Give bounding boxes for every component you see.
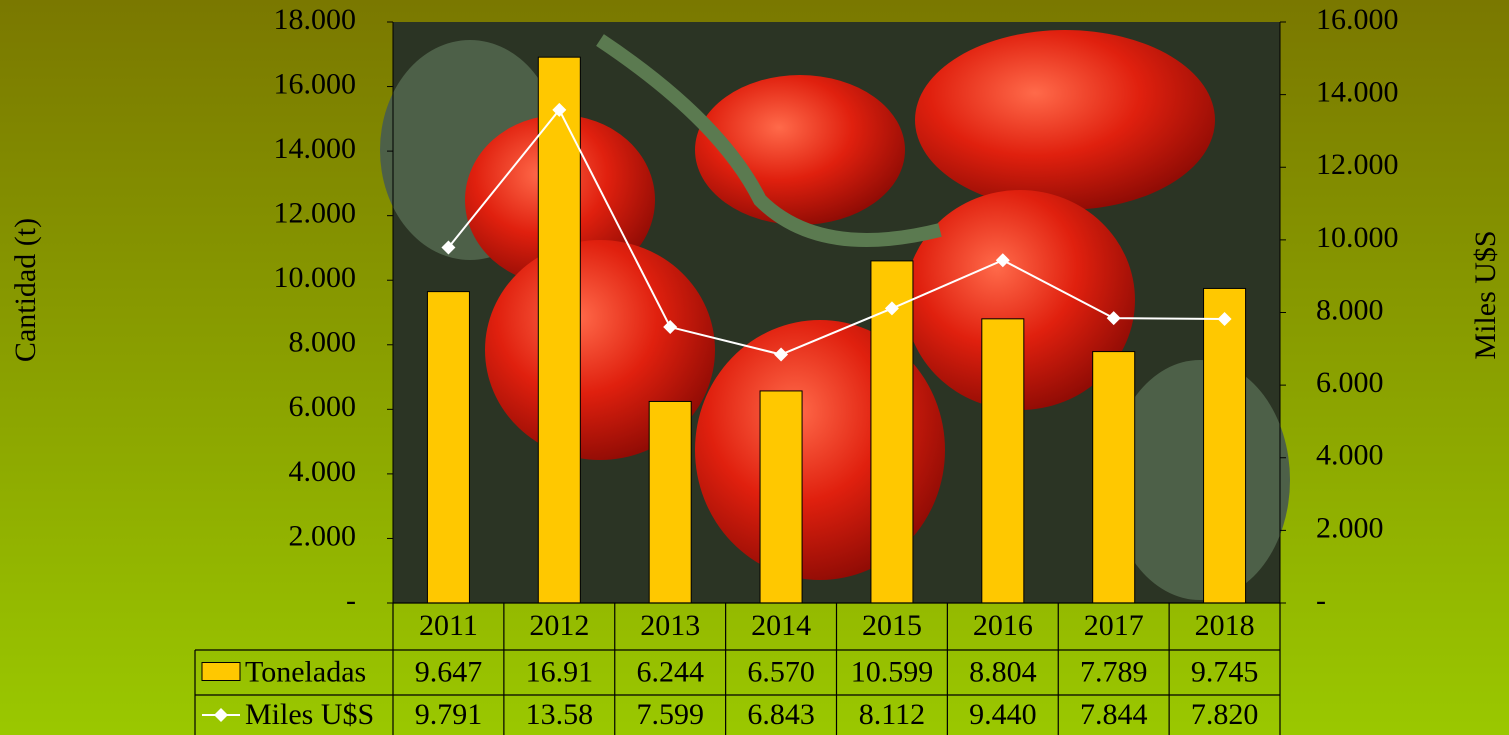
bar bbox=[426, 291, 470, 604]
bar bbox=[537, 56, 581, 604]
y2-tick-label: 16.000 bbox=[1316, 3, 1399, 36]
marker bbox=[552, 102, 567, 117]
table-value: 10.599 bbox=[851, 655, 934, 688]
legend-label: Miles U$S bbox=[245, 698, 374, 731]
table-value: 9.791 bbox=[415, 698, 483, 731]
bar bbox=[870, 260, 914, 604]
legend-key bbox=[201, 662, 241, 681]
y-tick-label: 12.000 bbox=[274, 197, 357, 230]
x-tick-label: 2018 bbox=[1195, 609, 1255, 642]
y-tick-label: 18.000 bbox=[274, 3, 357, 36]
y-tick-label: 8.000 bbox=[289, 326, 357, 359]
y-tick-label: 6.000 bbox=[289, 390, 357, 423]
bar bbox=[981, 318, 1025, 604]
x-tick-label: 2013 bbox=[640, 609, 700, 642]
y-tick-label: 4.000 bbox=[289, 455, 357, 488]
table-value: 7.820 bbox=[1191, 698, 1259, 731]
x-tick-label: 2015 bbox=[862, 609, 922, 642]
y-tick-label: 2.000 bbox=[289, 519, 357, 552]
table-value: 6.843 bbox=[747, 698, 815, 731]
x-tick-label: 2014 bbox=[751, 609, 811, 642]
photo bbox=[380, 22, 1290, 603]
marker bbox=[774, 347, 789, 362]
y-tick-label: 16.000 bbox=[274, 67, 357, 100]
table-value: 7.844 bbox=[1080, 698, 1148, 731]
marker bbox=[884, 301, 899, 316]
y-tick-label: 14.000 bbox=[274, 132, 357, 165]
x-tick-label: 2012 bbox=[529, 609, 589, 642]
marker bbox=[441, 240, 456, 255]
x-tick-label: 2011 bbox=[419, 609, 478, 642]
y-tick-label: 10.000 bbox=[274, 261, 357, 294]
y2-tick-label: - bbox=[1316, 584, 1326, 617]
bar bbox=[648, 400, 692, 604]
marker bbox=[1217, 312, 1232, 327]
table-value: 16.91 bbox=[526, 655, 594, 688]
table-value: 8.804 bbox=[969, 655, 1037, 688]
legend-key bbox=[214, 708, 228, 722]
y2-axis-title: Miles U$S bbox=[1469, 230, 1502, 359]
bar bbox=[1203, 287, 1247, 604]
table-value: 6.244 bbox=[636, 655, 704, 688]
table-value: 9.647 bbox=[415, 655, 483, 688]
bar bbox=[1092, 351, 1136, 604]
table-value: 7.789 bbox=[1080, 655, 1148, 688]
y2-tick-label: 8.000 bbox=[1316, 293, 1384, 326]
y2-tick-label: 2.000 bbox=[1316, 511, 1384, 544]
bar bbox=[759, 390, 803, 604]
y-axis-title: Cantidad (t) bbox=[9, 218, 42, 362]
y2-tick-label: 14.000 bbox=[1316, 76, 1399, 109]
table-value: 13.58 bbox=[526, 698, 594, 731]
y2-tick-label: 4.000 bbox=[1316, 439, 1384, 472]
x-tick-label: 2017 bbox=[1084, 609, 1144, 642]
y2-tick-label: 6.000 bbox=[1316, 366, 1384, 399]
legend-label: Toneladas bbox=[245, 655, 366, 688]
y2-tick-label: 10.000 bbox=[1316, 221, 1399, 254]
y2-tick-label: 12.000 bbox=[1316, 148, 1399, 181]
x-tick-label: 2016 bbox=[973, 609, 1033, 642]
table-value: 9.440 bbox=[969, 698, 1037, 731]
table-value: 9.745 bbox=[1191, 655, 1259, 688]
marker bbox=[1106, 311, 1121, 326]
marker bbox=[995, 253, 1010, 268]
y-tick-label: - bbox=[346, 584, 356, 617]
marker bbox=[663, 320, 678, 335]
table-value: 7.599 bbox=[636, 698, 704, 731]
line bbox=[447, 108, 1225, 356]
table-value: 8.112 bbox=[859, 698, 925, 731]
table-value: 6.570 bbox=[747, 655, 815, 688]
